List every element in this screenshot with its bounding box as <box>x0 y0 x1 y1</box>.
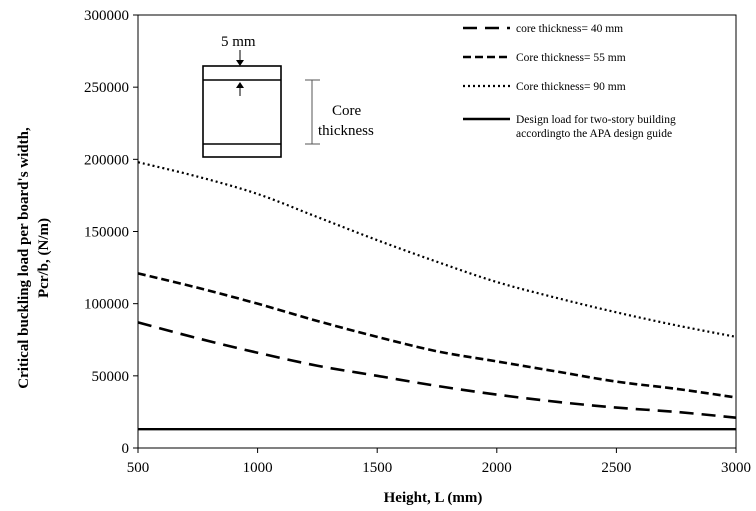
y-axis-ticks: 0 50000 100000 150000 200000 250000 300000 <box>84 8 138 457</box>
x-tick-label: 1000 <box>243 460 273 476</box>
y-tick-label: 50000 <box>92 369 130 385</box>
y-tick-label: 250000 <box>84 80 129 96</box>
face-thickness-label: 5 mm <box>221 34 256 50</box>
panel-outline <box>202 65 282 158</box>
legend-label-3: Core thickness= 90 mm <box>516 81 626 93</box>
series-line-1 <box>137 321 737 419</box>
y-tick-label: 150000 <box>84 225 129 241</box>
legend-label-2: Core thickness= 55 mm <box>516 52 626 64</box>
y-tick-label: 300000 <box>84 8 129 24</box>
core-label-line2: thickness <box>318 123 374 139</box>
y-axis-label-line1: Critical buckling load per board's width… <box>16 127 32 389</box>
core-label-line1: Core <box>332 103 362 119</box>
x-tick-label: 500 <box>127 460 150 476</box>
x-tick-label: 2500 <box>601 460 631 476</box>
legend-label-4: accordingto the APA design guide <box>516 128 672 140</box>
y-tick-label: 100000 <box>84 297 129 313</box>
x-tick-label: 2000 <box>482 460 512 476</box>
x-axis-label: Height, L (mm) <box>384 490 483 506</box>
y-axis-label-line2: Pcr/b, (N/m) <box>36 218 52 298</box>
y-tick-label: 200000 <box>84 152 129 168</box>
arrowhead-down-icon <box>236 60 244 66</box>
series-line-3 <box>137 161 737 338</box>
arrowhead-up-icon <box>236 82 244 88</box>
x-tick-label: 1500 <box>362 460 392 476</box>
legend-label-4: Design load for two-story building <box>516 114 676 126</box>
series-line-2 <box>137 272 737 399</box>
series-lines <box>137 161 737 431</box>
legend: core thickness= 40 mm Core thickness= 55 … <box>463 23 676 140</box>
legend-label-1: core thickness= 40 mm <box>516 23 623 35</box>
x-tick-label: 3000 <box>721 460 751 476</box>
y-tick-label: 0 <box>122 441 130 457</box>
cross-section-inset: 5 mm Core thickness <box>202 34 374 158</box>
x-axis-ticks: 500 1000 1500 2000 2500 3000 <box>127 448 751 476</box>
